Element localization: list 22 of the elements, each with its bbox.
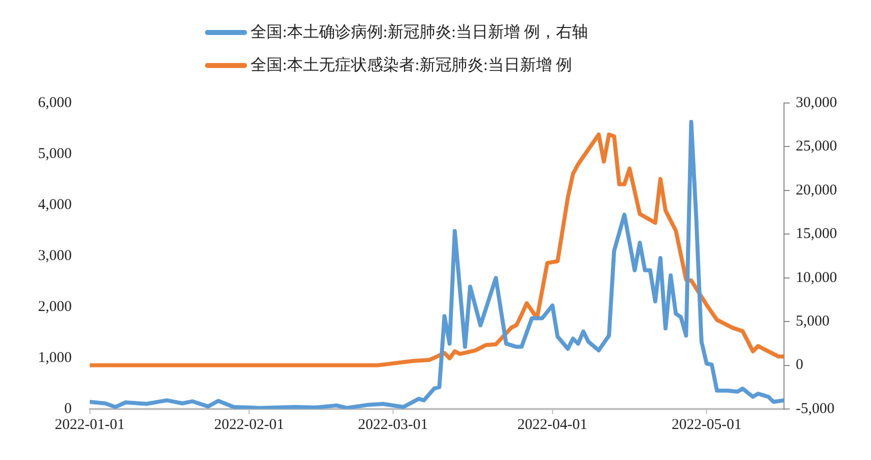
legend-label: 全国:本土确诊病例:新冠肺炎:当日新增 例，右轴 xyxy=(250,22,588,43)
y-tick-label: 3,000 xyxy=(38,248,72,264)
y-tick-label: 2,000 xyxy=(38,298,72,315)
x-tick-label: 2022-02-01 xyxy=(214,416,284,433)
y-tick-label: 1,000 xyxy=(38,350,72,366)
y2-tick-label: -5,000 xyxy=(796,400,834,417)
y2-tick-label: 30,000 xyxy=(796,94,837,111)
y2-tick-label: 10,000 xyxy=(796,270,837,286)
x-tick-label: 2022-01-01 xyxy=(54,416,125,433)
x-tick-label: 2022-04-01 xyxy=(517,416,588,433)
x-tick-label: 2022-05-01 xyxy=(672,416,742,433)
y-tick-label: 4,000 xyxy=(38,196,72,213)
y2-tick-label: 5,000 xyxy=(796,314,830,330)
y2-tick-label: 15,000 xyxy=(796,226,837,242)
y2-tick-label: 20,000 xyxy=(796,182,837,198)
y-tick-label: 6,000 xyxy=(38,94,72,111)
legend-label: 全国:本土无症状感染者:新冠肺炎:当日新增 例 xyxy=(250,56,572,76)
y2-tick-label: 0 xyxy=(796,357,804,374)
y-tick-label: 0 xyxy=(64,400,72,417)
y2-tick-label: 25,000 xyxy=(796,138,837,155)
y-tick-label: 5,000 xyxy=(38,146,72,162)
x-tick-label: 2022-03-01 xyxy=(358,416,428,433)
